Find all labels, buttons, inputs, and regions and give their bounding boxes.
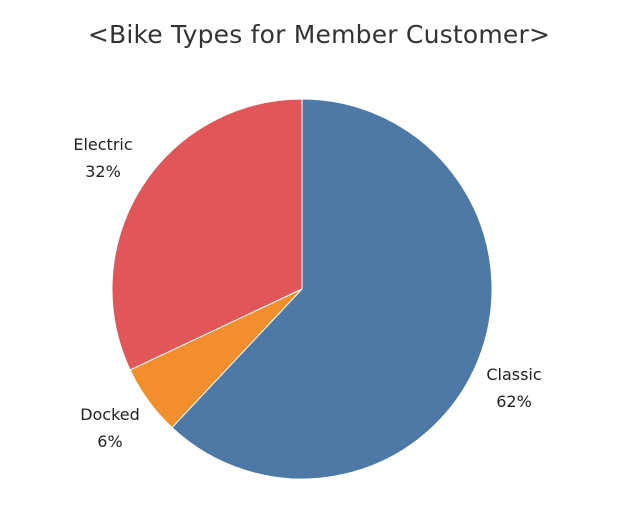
slice-label-electric: Electric xyxy=(73,135,132,154)
chart-title: <Bike Types for Member Customer> xyxy=(87,20,551,49)
pie-slices xyxy=(111,98,493,480)
slice-label-classic: Classic xyxy=(486,365,541,384)
slice-percent-docked: 6% xyxy=(97,432,122,451)
pie-labels: Classic 62% Docked 6% Electric 32% xyxy=(73,135,541,451)
pie-slice-classic xyxy=(171,98,493,480)
slice-percent-electric: 32% xyxy=(85,162,121,181)
slice-percent-classic: 62% xyxy=(496,392,532,411)
slice-label-docked: Docked xyxy=(80,405,140,424)
pie-slice-electric xyxy=(111,98,303,371)
